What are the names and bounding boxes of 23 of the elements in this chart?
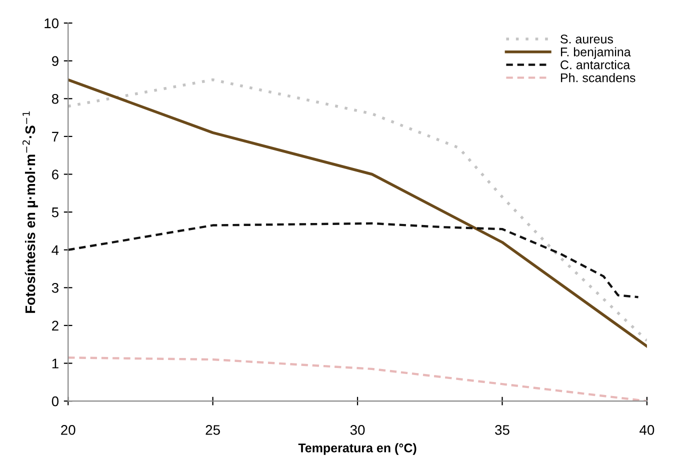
y-tick-label: 7	[52, 132, 58, 142]
y-tick-label: 2	[52, 320, 58, 330]
y-tick-label: 9	[52, 56, 58, 66]
legend-label: Ph. scandens	[560, 73, 636, 82]
x-tick-label: 20	[61, 425, 76, 435]
x-tick-label: 25	[206, 425, 220, 435]
x-tick-label: 40	[640, 425, 654, 435]
y-tick-label: 6	[52, 170, 58, 180]
x-axis-title: Temperatura en (°C)	[298, 443, 416, 455]
y-axis-title: Fotosíntesis en µ·mol·m$^{−2}$·S$^{−1}$	[22, 112, 38, 313]
y-tick-label: 1	[52, 358, 58, 368]
y-tick-label: 5	[52, 208, 58, 218]
y-tick-label: 4	[52, 245, 59, 255]
legend-label: S. aureus	[560, 34, 614, 44]
x-tick-label: 35	[495, 425, 510, 435]
y-tick-label: 8	[52, 94, 58, 104]
legend-label: F. benjamina	[560, 47, 631, 59]
legend-label: C. antarctica	[560, 60, 630, 70]
y-tick-label: 3	[52, 283, 58, 293]
x-tick-label: 30	[350, 425, 365, 435]
y-tick-label: 10	[44, 18, 59, 28]
y-tick-label: 0	[52, 396, 59, 406]
line-series	[68, 222, 640, 298]
